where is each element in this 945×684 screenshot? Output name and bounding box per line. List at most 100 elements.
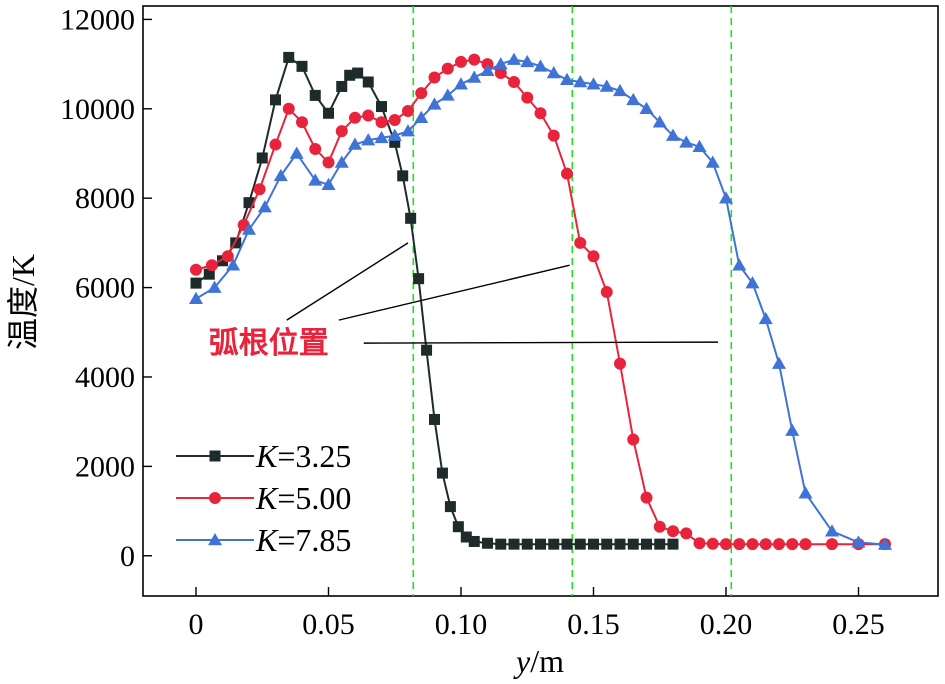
- y-tick-label: 10000: [60, 93, 135, 126]
- y-tick-label: 2000: [75, 450, 135, 483]
- series-2-point: [599, 79, 614, 92]
- y-axis-title: 温度/K: [5, 254, 41, 350]
- series-0-point: [413, 273, 425, 285]
- series-0-point: [203, 268, 215, 280]
- x-axis-title-unit: /m: [530, 643, 564, 679]
- series-1-point: [508, 75, 520, 88]
- series-2-point: [480, 63, 495, 77]
- y-axis-ticks: 0 2000 4000 6000 8000 10000 12000: [60, 3, 152, 573]
- legend-label-value: =3.25: [277, 438, 351, 474]
- series-1-point: [309, 143, 322, 156]
- series-2-point: [361, 133, 376, 146]
- series-1-point: [786, 538, 799, 551]
- series-1-point: [269, 138, 282, 151]
- series-0-point: [323, 107, 334, 119]
- legend: K=3.25K=5.00K=7.85: [176, 438, 351, 558]
- series-2-point: [652, 115, 667, 128]
- series-2-point: [308, 173, 323, 186]
- series-0-point: [521, 538, 533, 550]
- series-2-point: [679, 135, 694, 148]
- series-0-point: [336, 80, 348, 92]
- series-2-point: [401, 124, 415, 137]
- series-2-point: [321, 177, 336, 191]
- series-1-point: [349, 111, 361, 124]
- y-tick-label: 6000: [75, 272, 135, 305]
- series-0-point: [641, 538, 652, 550]
- series-2-point: [705, 155, 720, 168]
- series-0-point: [344, 69, 356, 81]
- series-2-point: [546, 66, 561, 79]
- x-tick-label: 0: [189, 608, 204, 641]
- series-0-point: [508, 538, 520, 550]
- x-axis-title: y/m: [513, 643, 564, 679]
- series-1-point: [221, 250, 234, 263]
- series-1-point: [680, 527, 693, 540]
- series-2-point: [414, 110, 429, 123]
- series-0-point: [482, 537, 493, 549]
- series-2-point: [289, 146, 304, 159]
- series-0-point: [654, 538, 666, 550]
- series-0-point: [243, 197, 255, 209]
- series-0-point: [574, 538, 586, 550]
- legend-swatch-marker: [208, 533, 222, 546]
- series-2-point: [851, 535, 866, 548]
- series-0-point: [452, 521, 464, 533]
- series-0-point: [217, 255, 228, 267]
- series-0-point: [421, 344, 433, 356]
- x-tick-label: 0.15: [567, 608, 620, 641]
- series-1-point: [693, 537, 706, 550]
- series-1-point: [322, 156, 335, 169]
- annotation-layer: 弧根位置: [209, 242, 719, 361]
- series-1-point: [706, 537, 719, 550]
- series-0-point: [460, 531, 472, 543]
- legend-label-var: K: [255, 522, 279, 558]
- series-0-point: [256, 152, 268, 164]
- series-1-point: [190, 263, 202, 276]
- y-tick-label: 0: [120, 540, 135, 573]
- series-0-point: [362, 76, 374, 88]
- legend-swatch-marker: [209, 450, 221, 462]
- series-2-point: [454, 77, 468, 90]
- plot-frame: [142, 5, 939, 597]
- legend-item-0: K=3.25: [176, 438, 351, 474]
- series-2-point: [257, 200, 272, 213]
- series-1-point: [415, 87, 428, 100]
- series-2-point: [348, 137, 362, 150]
- series-1-point: [759, 538, 772, 551]
- series-1-point: [441, 62, 454, 75]
- series-0: [190, 51, 679, 550]
- annotation-leader: [338, 264, 570, 321]
- series-1-point: [534, 107, 547, 120]
- x-axis-ticks: 0 0.05 0.10 0.15 0.20 0.25: [189, 587, 885, 641]
- series-1-point: [428, 71, 441, 84]
- x-tick-label: 0.20: [700, 608, 753, 641]
- series-1: [190, 53, 891, 551]
- series-0-point: [601, 538, 613, 550]
- series-2-point: [242, 222, 256, 235]
- series-0-point: [436, 467, 448, 479]
- series-2-point: [666, 128, 680, 141]
- series-1-point: [335, 125, 348, 138]
- x-tick-label: 0.05: [302, 608, 355, 641]
- legend-label: K=7.85: [255, 522, 351, 558]
- series-2-point: [586, 77, 601, 90]
- series-2-point: [719, 191, 733, 204]
- series-2-point: [273, 168, 288, 182]
- series-2-point: [692, 139, 707, 153]
- series-0-point: [405, 212, 417, 224]
- series-0-point: [270, 94, 281, 106]
- legend-label: K=3.25: [255, 438, 351, 474]
- series-2-point: [560, 72, 574, 85]
- series-1-point: [253, 183, 266, 196]
- series-2-point: [639, 101, 654, 115]
- series-0-point: [588, 538, 599, 550]
- series-2-point: [613, 83, 627, 97]
- series-1-point: [455, 55, 467, 68]
- series-1-point: [653, 520, 666, 533]
- series-1-point: [561, 167, 573, 180]
- series-1-point: [600, 286, 613, 299]
- series-0-point: [376, 101, 387, 113]
- series-0-point: [309, 89, 321, 101]
